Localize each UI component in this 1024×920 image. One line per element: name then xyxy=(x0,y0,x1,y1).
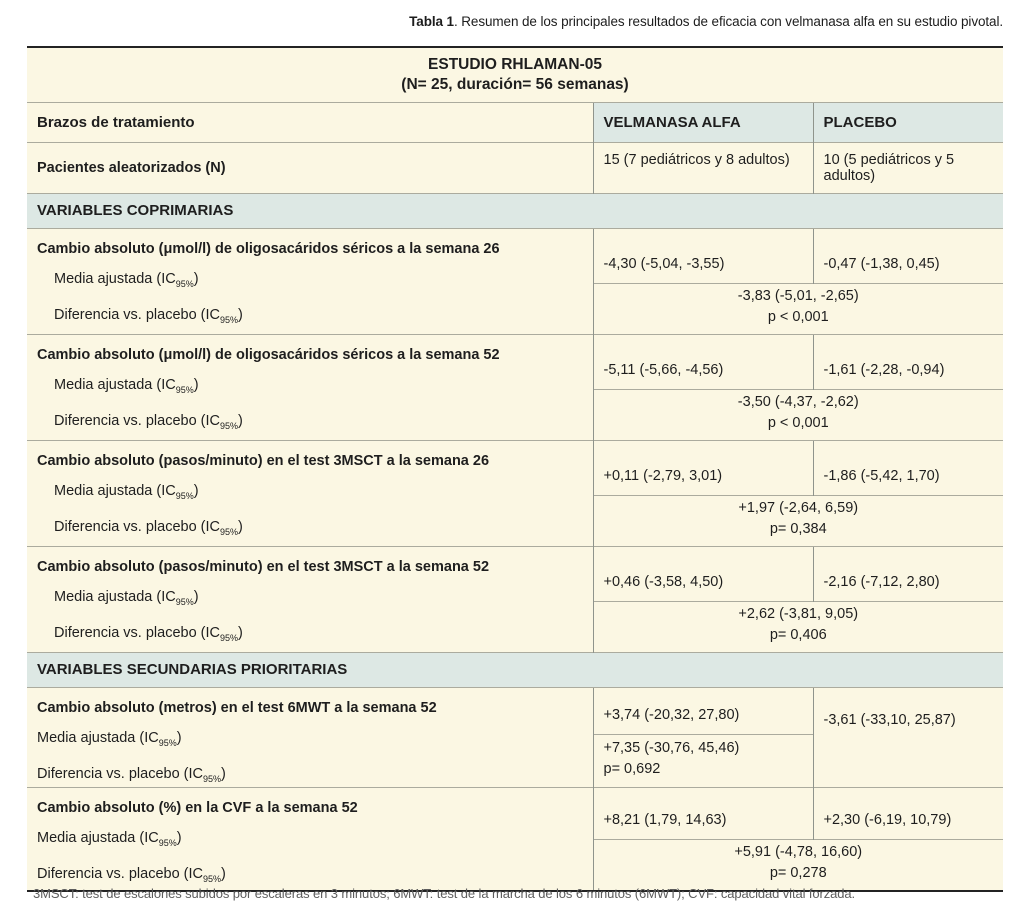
randomized-label: Pacientes aleatorizados (N) xyxy=(27,141,593,193)
block-label: Cambio absoluto (μmol/l) de oligosacárid… xyxy=(27,227,593,334)
randomized-placebo: 10 (5 pediátricos y 5 adultos) xyxy=(812,141,1003,193)
diff-label: Diferencia vs. placebo (IC95%) xyxy=(54,306,243,325)
p-value: p= 0,692 xyxy=(603,760,661,777)
value-placebo: -1,86 (-5,42, 1,70) xyxy=(812,439,1003,495)
arms-label: Brazos de tratamiento xyxy=(27,101,593,142)
media-label: Media ajustada (IC95%) xyxy=(54,588,199,607)
p-value: p < 0,001 xyxy=(767,308,829,325)
media-label: Media ajustada (IC95%) xyxy=(54,270,199,289)
table-caption: Tabla 1. Resumen de los principales resu… xyxy=(409,14,1003,29)
section-secondary: VARIABLES SECUNDARIAS PRIORITARIAS xyxy=(27,651,1003,687)
block-title: Cambio absoluto (%) en la CVF a la seman… xyxy=(37,799,358,816)
footnote: 3MSCT: test de escalones subidos por esc… xyxy=(33,886,856,901)
caption-text: . Resumen de los principales resultados … xyxy=(453,14,1003,29)
diff-cell: +2,62 (-3,81, 9,05) p= 0,406 xyxy=(592,600,1003,652)
study-subtitle: (N= 25, duración= 56 semanas) xyxy=(401,75,629,93)
diff-value: +1,97 (-2,64, 6,59) xyxy=(738,499,859,516)
diff-label: Diferencia vs. placebo (IC95%) xyxy=(37,765,226,784)
results-table: ESTUDIO RHLAMAN-05 (N= 25, duración= 56 … xyxy=(27,46,1003,892)
study-header: ESTUDIO RHLAMAN-05 (N= 25, duración= 56 … xyxy=(27,47,1003,102)
diff-value: +7,35 (-30,76, 45,46) xyxy=(603,739,740,756)
block-title: Cambio absoluto (pasos/minuto) en el tes… xyxy=(37,558,490,575)
value-placebo: -2,16 (-7,12, 2,80) xyxy=(812,545,1003,601)
diff-value: -3,83 (-5,01, -2,65) xyxy=(737,287,859,304)
section-coprimary: VARIABLES COPRIMARIAS xyxy=(27,192,1003,228)
media-label: Media ajustada (IC95%) xyxy=(37,829,182,848)
block-title: Cambio absoluto (metros) en el test 6MWT… xyxy=(37,699,437,716)
value-velmanasa: -5,11 (-5,66, -4,56) xyxy=(592,333,813,389)
media-label: Media ajustada (IC95%) xyxy=(37,729,182,748)
media-label: Media ajustada (IC95%) xyxy=(54,482,199,501)
diff-value: +5,91 (-4,78, 16,60) xyxy=(734,843,863,860)
diff-label: Diferencia vs. placebo (IC95%) xyxy=(37,865,226,884)
col-header-placebo: PLACEBO xyxy=(812,101,1003,142)
study-title: ESTUDIO RHLAMAN-05 xyxy=(428,55,602,73)
value-velmanasa: +0,11 (-2,79, 3,01) xyxy=(592,439,813,495)
p-value: p= 0,384 xyxy=(769,520,827,537)
diff-label: Diferencia vs. placebo (IC95%) xyxy=(54,624,243,643)
value-velmanasa: +8,21 (1,79, 14,63) xyxy=(592,786,813,839)
p-value: p= 0,278 xyxy=(769,864,827,881)
block-label: Cambio absoluto (pasos/minuto) en el tes… xyxy=(27,439,593,546)
diff-cell: +7,35 (-30,76, 45,46) p= 0,692 xyxy=(592,734,813,787)
block-title: Cambio absoluto (μmol/l) de oligosacárid… xyxy=(37,240,500,257)
media-label: Media ajustada (IC95%) xyxy=(54,376,199,395)
diff-cell: +1,97 (-2,64, 6,59) p= 0,384 xyxy=(592,494,1003,546)
block-label: Cambio absoluto (%) en la CVF a la seman… xyxy=(27,786,593,891)
diff-label: Diferencia vs. placebo (IC95%) xyxy=(54,518,243,537)
value-velmanasa: +0,46 (-3,58, 4,50) xyxy=(592,545,813,601)
p-value: p= 0,406 xyxy=(769,626,827,643)
diff-cell: +5,91 (-4,78, 16,60) p= 0,278 xyxy=(592,838,1003,891)
randomized-velmanasa: 15 (7 pediátricos y 8 adultos) xyxy=(592,141,813,193)
p-value: p < 0,001 xyxy=(767,414,829,431)
value-placebo: -0,47 (-1,38, 0,45) xyxy=(812,227,1003,283)
block-label: Cambio absoluto (pasos/minuto) en el tes… xyxy=(27,545,593,652)
value-placebo: -3,61 (-33,10, 25,87) xyxy=(812,686,1003,787)
block-label: Cambio absoluto (metros) en el test 6MWT… xyxy=(27,686,593,787)
value-velmanasa: -4,30 (-5,04, -3,55) xyxy=(592,227,813,283)
diff-value: +2,62 (-3,81, 9,05) xyxy=(738,605,859,622)
diff-label: Diferencia vs. placebo (IC95%) xyxy=(54,412,243,431)
block-title: Cambio absoluto (μmol/l) de oligosacárid… xyxy=(37,346,500,363)
block-label: Cambio absoluto (μmol/l) de oligosacárid… xyxy=(27,333,593,440)
diff-cell: -3,83 (-5,01, -2,65) p < 0,001 xyxy=(592,282,1003,334)
caption-number: Tabla 1 xyxy=(409,14,454,29)
value-placebo: +2,30 (-6,19, 10,79) xyxy=(812,786,1003,839)
value-placebo: -1,61 (-2,28, -0,94) xyxy=(812,333,1003,389)
value-velmanasa: +3,74 (-20,32, 27,80) xyxy=(592,686,813,735)
diff-cell: -3,50 (-4,37, -2,62) p < 0,001 xyxy=(592,388,1003,440)
block-title: Cambio absoluto (pasos/minuto) en el tes… xyxy=(37,452,490,469)
diff-value: -3,50 (-4,37, -2,62) xyxy=(737,393,859,410)
col-header-velmanasa: VELMANASA ALFA xyxy=(592,101,813,142)
